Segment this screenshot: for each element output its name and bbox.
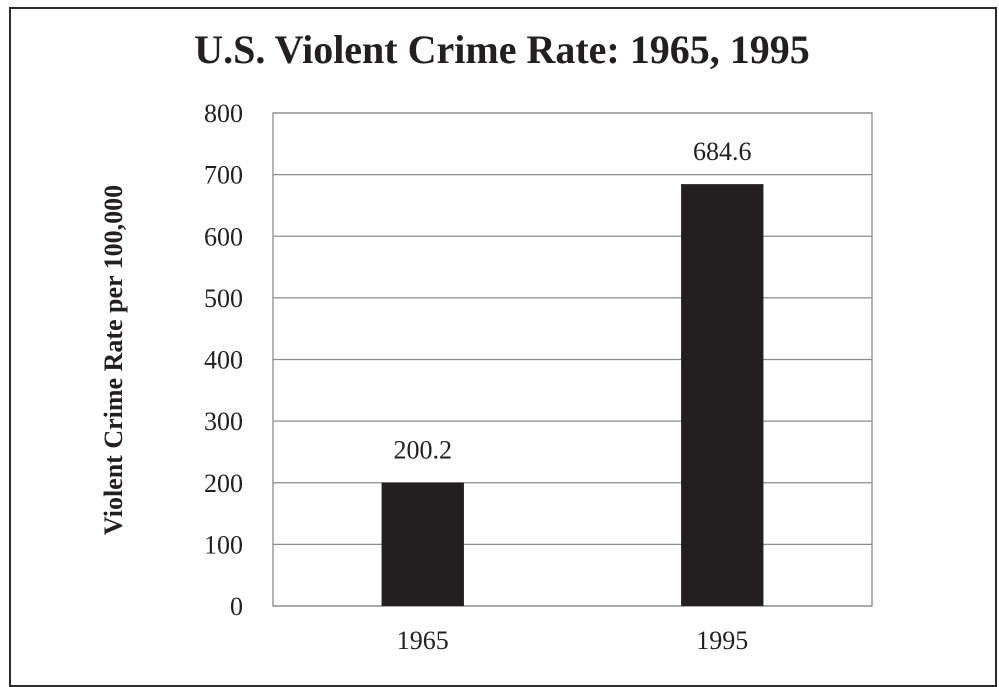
- bar-1995: [681, 184, 764, 607]
- x-tick-label-1995: 1995: [696, 626, 748, 655]
- gridlines: [273, 112, 872, 607]
- plot-area: [272, 112, 873, 607]
- data-labels: 200.2 684.6: [394, 137, 752, 465]
- y-tick-label: 500: [204, 284, 243, 313]
- bar-chart: U.S. Violent Crime Rate: 1965, 1995 Viol…: [99, 27, 873, 655]
- y-tick-label: 200: [204, 469, 243, 498]
- y-tick-label: 0: [230, 592, 243, 621]
- bar-1965: [381, 482, 464, 606]
- data-label-1995: 684.6: [693, 137, 752, 166]
- x-tick-label-1965: 1965: [397, 626, 449, 655]
- y-tick-label: 400: [204, 346, 243, 375]
- data-label-1965: 200.2: [394, 436, 453, 465]
- y-tick-label: 800: [204, 99, 243, 128]
- y-tick-label: 300: [204, 407, 243, 436]
- y-axis-title: Violent Crime Rate per 100,000: [99, 185, 128, 535]
- x-axis-ticks: 1965 1995: [397, 626, 749, 655]
- bars: [381, 184, 764, 607]
- y-tick-label: 100: [204, 530, 243, 559]
- y-tick-label: 700: [204, 161, 243, 190]
- chart-frame: [9, 7, 997, 687]
- y-axis-ticks: 0 100 200 300 400 500 600 700 800: [204, 99, 243, 621]
- y-tick-label: 600: [204, 222, 243, 251]
- chart-title: U.S. Violent Crime Rate: 1965, 1995: [194, 27, 809, 72]
